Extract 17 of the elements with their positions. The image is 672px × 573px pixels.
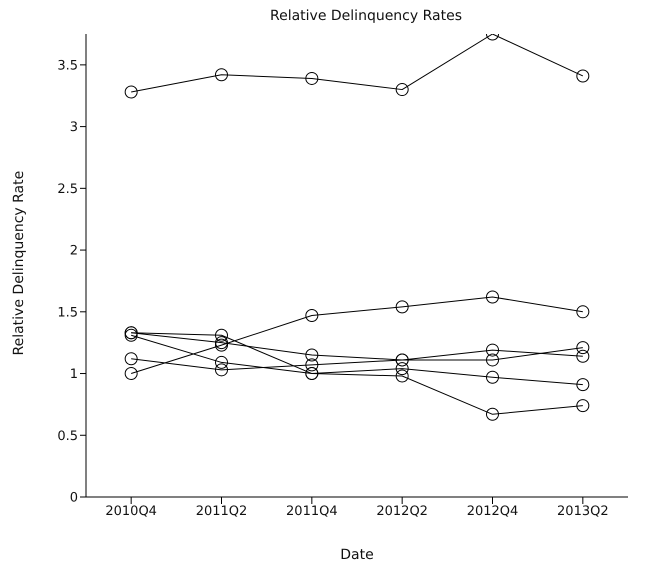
x-tick-label: 2011Q4 <box>286 504 338 520</box>
y-tick-label: 3.5 <box>57 58 78 74</box>
y-tick-label: 0.5 <box>57 428 78 444</box>
x-axis-title: Date <box>340 547 374 563</box>
chart-title: Relative Delinquency Rates <box>268 8 464 24</box>
y-tick-label: 2 <box>70 244 78 259</box>
y-axis-title: Relative Delinquency Rate <box>10 170 27 356</box>
x-tick-label: 2011Q2 <box>196 504 248 520</box>
x-tick-label: 2012Q4 <box>466 504 518 520</box>
y-tick-label: 1.5 <box>57 305 78 320</box>
y-tick-label: 1 <box>70 367 78 382</box>
x-tick-label: 2012Q2 <box>376 504 428 520</box>
y-tick-label: 3 <box>70 120 78 136</box>
y-tick-label: 0 <box>70 490 78 506</box>
y-tick-label: 2.5 <box>57 182 78 197</box>
x-tick-label: 2013Q2 <box>557 504 609 520</box>
x-tick-label: 2010Q4 <box>105 504 157 520</box>
